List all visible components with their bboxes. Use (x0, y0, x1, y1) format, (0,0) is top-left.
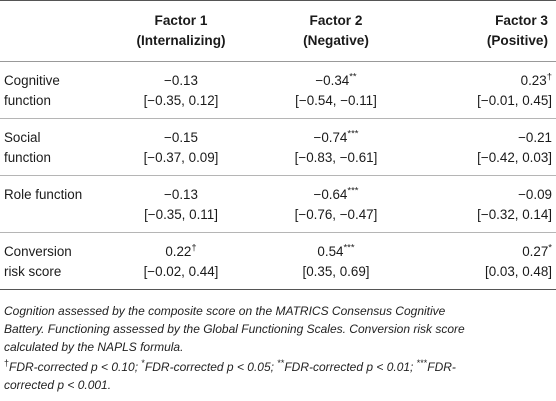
header-factor-1: Factor 1 (Internalizing) (115, 1, 247, 62)
footnote-mark: *** (416, 358, 428, 368)
header-factor-1-subtitle: (Internalizing) (136, 33, 226, 48)
estimate: −0.21 (518, 130, 552, 145)
row-label-line: Role function (4, 187, 83, 202)
estimate: −0.64 (313, 187, 348, 202)
note-line: Battery. Functioning assessed by the Glo… (4, 322, 465, 336)
table-cell: −0.74*** [−0.83, −0.61] (247, 119, 425, 176)
footnote-significance: †FDR-corrected p < 0.10; *FDR-corrected … (4, 358, 552, 376)
table-cell: 0.23† [−0.01, 0.45] (425, 62, 556, 119)
footnote-text: FDR-corrected p < 0.10; (9, 360, 142, 374)
row-label: Social function (0, 119, 115, 176)
results-table-container: Factor 1 (Internalizing) Factor 2 (Negat… (0, 0, 556, 290)
footnote-mark: † (4, 358, 10, 368)
estimate: −0.74 (313, 130, 348, 145)
header-factor-2-subtitle: (Negative) (303, 33, 369, 48)
estimate: 0.23 (520, 73, 547, 88)
confidence-interval: [0.35, 0.69] (302, 264, 370, 279)
note-line: calculated by the NAPLS formula. (4, 340, 184, 354)
confidence-interval: [0.03, 0.48] (484, 264, 552, 279)
estimate: −0.09 (518, 187, 552, 202)
row-label: Conversion risk score (0, 233, 115, 290)
table-cell: −0.15 [−0.37, 0.09] (115, 119, 247, 176)
row-label-line: function (4, 150, 51, 165)
significance-mark: *** (347, 185, 359, 197)
footnote-text: FDR-corrected p < 0.05; (144, 360, 278, 374)
header-factor-3-title: Factor 3 (495, 13, 548, 28)
significance-mark: * (548, 242, 552, 254)
row-label: Cognitive function (0, 62, 115, 119)
note-line: Cognition assessed by the composite scor… (4, 304, 446, 318)
row-label: Role function (0, 176, 115, 233)
confidence-interval: [−0.01, 0.45] (477, 93, 552, 108)
table-cell: −0.13 [−0.35, 0.11] (115, 176, 247, 233)
significance-mark: † (546, 71, 552, 83)
significance-mark: *** (343, 242, 355, 254)
footnote-text: FDR-corrected p < 0.01; (284, 360, 417, 374)
row-label-line: Social (4, 130, 41, 145)
table-cell: 0.22† [−0.02, 0.44] (115, 233, 247, 290)
row-label-line: Cognitive (4, 73, 60, 88)
header-blank (0, 1, 115, 62)
correlation-table: Factor 1 (Internalizing) Factor 2 (Negat… (0, 0, 556, 290)
significance-mark: † (191, 242, 197, 254)
table-row: Cognitive function −0.13 [−0.35, 0.12] −… (0, 62, 556, 119)
table-cell: −0.13 [−0.35, 0.12] (115, 62, 247, 119)
estimate: −0.15 (164, 130, 198, 145)
header-factor-2: Factor 2 (Negative) (247, 1, 425, 62)
footnote-text: FDR- (427, 360, 456, 374)
table-row: Conversion risk score 0.22† [−0.02, 0.44… (0, 233, 556, 290)
significance-mark: ** (349, 71, 357, 83)
table-cell: −0.21 [−0.42, 0.03] (425, 119, 556, 176)
table-cell: 0.27* [0.03, 0.48] (425, 233, 556, 290)
table-cell: −0.09 [−0.32, 0.14] (425, 176, 556, 233)
header-factor-3-subtitle: (Positive) (486, 33, 548, 48)
table-cell: −0.34** [−0.54, −0.11] (247, 62, 425, 119)
footnote-text: corrected p < 0.001. (4, 378, 112, 392)
header-factor-3: Factor 3 (Positive) (425, 1, 556, 62)
significance-mark: *** (347, 128, 359, 140)
confidence-interval: [−0.76, −0.47] (294, 207, 378, 222)
estimate: −0.34 (315, 73, 350, 88)
confidence-interval: [−0.54, −0.11] (295, 93, 377, 108)
confidence-interval: [−0.42, 0.03] (477, 150, 552, 165)
row-label-line: Conversion (4, 244, 72, 259)
table-cell: 0.54*** [0.35, 0.69] (247, 233, 425, 290)
estimate: 0.22 (165, 244, 192, 259)
footnote-mark: ** (277, 358, 285, 368)
estimate: −0.13 (164, 73, 198, 88)
confidence-interval: [−0.32, 0.14] (477, 207, 552, 222)
header-factor-1-title: Factor 1 (154, 13, 208, 28)
footnote-mark: * (141, 358, 145, 368)
estimate: −0.13 (164, 187, 198, 202)
table-notes: Cognition assessed by the composite scor… (4, 302, 552, 394)
row-label-line: function (4, 93, 51, 108)
header-factor-2-title: Factor 2 (309, 13, 363, 28)
table-row: Role function −0.13 [−0.35, 0.11] −0.64*… (0, 176, 556, 233)
table-header-row: Factor 1 (Internalizing) Factor 2 (Negat… (0, 0, 556, 62)
confidence-interval: [−0.37, 0.09] (143, 150, 219, 165)
confidence-interval: [−0.83, −0.61] (294, 150, 378, 165)
estimate: 0.54 (317, 244, 344, 259)
table-row: Social function −0.15 [−0.37, 0.09] −0.7… (0, 119, 556, 176)
estimate: 0.27 (522, 244, 549, 259)
table-cell: −0.64*** [−0.76, −0.47] (247, 176, 425, 233)
confidence-interval: [−0.35, 0.12] (143, 93, 219, 108)
confidence-interval: [−0.35, 0.11] (144, 207, 218, 222)
row-label-line: risk score (4, 264, 62, 279)
confidence-interval: [−0.02, 0.44] (143, 264, 219, 279)
